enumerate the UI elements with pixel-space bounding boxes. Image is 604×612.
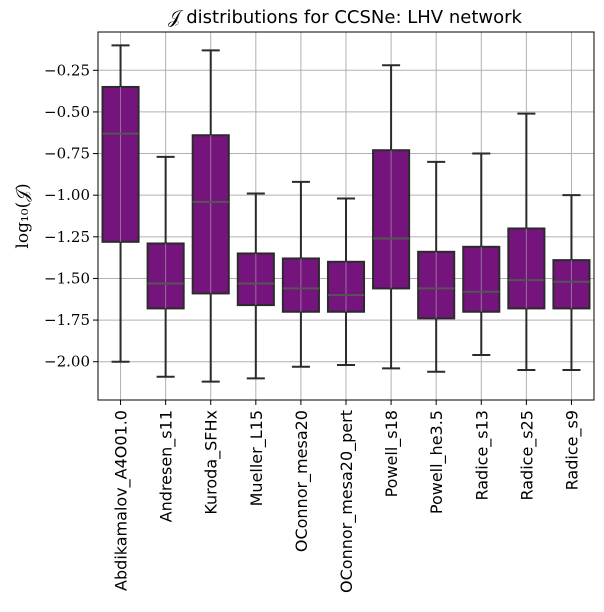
y-tick-label: −0.75 [44, 145, 90, 163]
x-tick-label: Radice_s25 [517, 410, 537, 501]
box-Andresen_s11 [146, 155, 185, 378]
box-Powell_s18 [372, 64, 411, 370]
y-tick-label: −1.25 [44, 228, 90, 246]
y-tick-label: −0.50 [44, 103, 90, 121]
y-tick-label: −1.75 [44, 311, 90, 329]
box-OConnor_mesa20 [281, 180, 320, 368]
x-tick-label: Abdikamalov_A4O01.0 [112, 410, 132, 591]
boxes [101, 44, 591, 383]
box-Kuroda_SFHx [191, 49, 230, 383]
y-axis-ticks: −0.25 −0.50 −0.75 −1.00 −1.25 −1.50 −1.75 −2.00 [44, 61, 98, 371]
box-Abdikamalov_A4O01.0 [101, 44, 140, 363]
plot-frame [97, 31, 595, 401]
y-tick-label: −2.00 [44, 353, 90, 371]
chart-title: 𝒥 distributions for CCSNe: LHV network [168, 7, 522, 28]
x-tick-label: Kuroda_SFHx [202, 410, 222, 515]
y-tick-label: −0.25 [44, 61, 90, 79]
box-Powell_he3.5 [417, 160, 456, 373]
x-tick-label: Powell_s18 [382, 410, 402, 497]
box-OConnor_mesa20_pert [326, 197, 366, 367]
y-axis-label: log₁₀(𝒥) [13, 183, 33, 248]
box-Radice_s25 [507, 112, 546, 372]
x-tick-label: OConnor_mesa20_pert [337, 410, 357, 593]
x-tick-label: Andresen_s11 [157, 410, 177, 522]
x-axis-ticks: Abdikamalov_A4O01.0 Andresen_s11 Kuroda_SF… [112, 400, 582, 593]
x-tick-label: Mueller_L15 [247, 410, 267, 506]
x-tick-label: Radice_s13 [472, 410, 492, 501]
box-Mueller_L15 [236, 192, 275, 380]
x-tick-label: OConnor_mesa20 [292, 410, 312, 552]
x-tick-label: Radice_s9 [562, 410, 582, 490]
box-Radice_s9 [552, 194, 591, 372]
y-tick-label: −1.00 [44, 186, 90, 204]
box-Radice_s13 [462, 152, 501, 357]
y-tick-label: −1.50 [44, 269, 90, 287]
x-tick-label: Powell_he3.5 [427, 410, 447, 514]
